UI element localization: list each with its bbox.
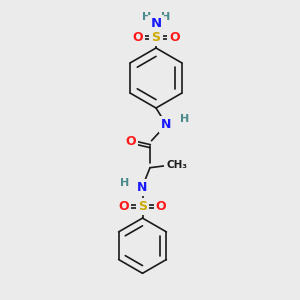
Text: CH₃: CH₃ xyxy=(167,160,188,170)
Text: S: S xyxy=(138,200,147,213)
Text: H: H xyxy=(161,12,170,22)
Text: H: H xyxy=(142,12,151,22)
Text: N: N xyxy=(161,118,172,131)
Text: O: O xyxy=(169,31,180,44)
Text: N: N xyxy=(150,17,162,30)
Text: N: N xyxy=(137,181,148,194)
Text: H: H xyxy=(180,114,189,124)
Text: H: H xyxy=(120,178,129,188)
Text: O: O xyxy=(125,135,136,148)
Text: O: O xyxy=(156,200,167,213)
Text: O: O xyxy=(118,200,129,213)
Text: O: O xyxy=(132,31,143,44)
Text: S: S xyxy=(152,31,160,44)
